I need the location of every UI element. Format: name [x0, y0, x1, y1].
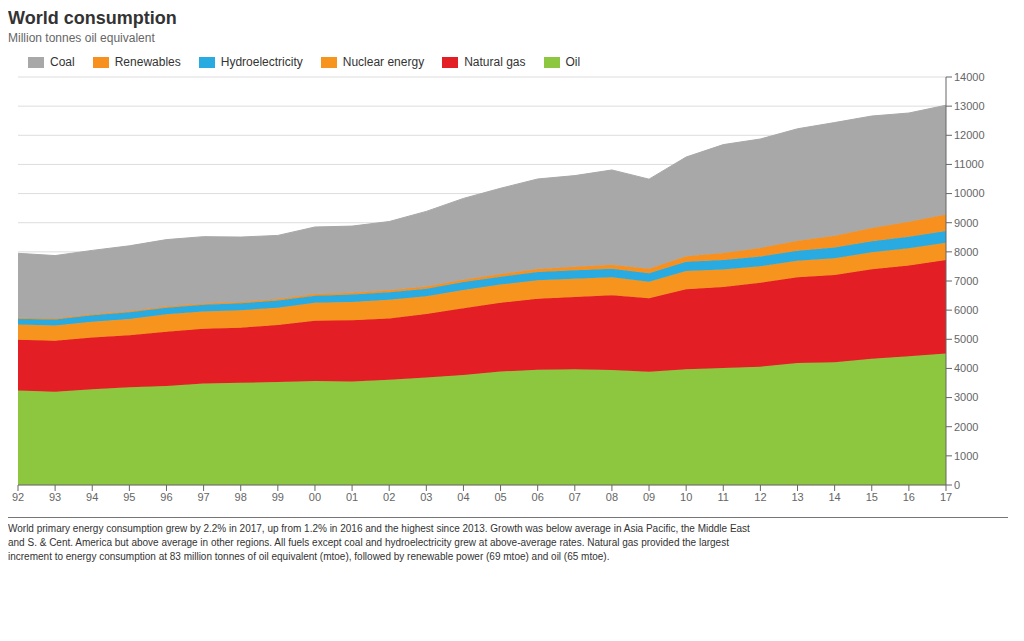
svg-text:07: 07: [569, 491, 581, 503]
svg-text:97: 97: [197, 491, 209, 503]
svg-text:99: 99: [272, 491, 284, 503]
svg-text:98: 98: [235, 491, 247, 503]
svg-text:00: 00: [309, 491, 321, 503]
html-text:Natural gas: Natural gas: [464, 55, 526, 69]
svg-text:0: 0: [954, 479, 960, 491]
svg-text:1000: 1000: [954, 450, 978, 462]
svg-text:09: 09: [643, 491, 655, 503]
html-text:World primary energy consumpti: World primary energy consumption grew by…: [8, 523, 750, 562]
svg-text:10000: 10000: [954, 187, 985, 199]
svg-text:12000: 12000: [954, 129, 985, 141]
svg-text:4000: 4000: [954, 362, 978, 374]
svg-text:96: 96: [160, 491, 172, 503]
svg-text:02: 02: [383, 491, 395, 503]
svg-text:16: 16: [903, 491, 915, 503]
html-text:Coal: Coal: [50, 55, 75, 69]
svg-text:8000: 8000: [954, 246, 978, 258]
svg-text:17: 17: [940, 491, 952, 503]
svg-text:11000: 11000: [954, 158, 984, 170]
svg-text:14: 14: [829, 491, 841, 503]
svg-text:15: 15: [866, 491, 878, 503]
html-text:Nuclear energy: Nuclear energy: [342, 55, 425, 69]
svg-text:9000: 9000: [954, 217, 978, 229]
svg-text:03: 03: [420, 491, 432, 503]
svg-text:95: 95: [123, 491, 135, 503]
svg-text:7000: 7000: [954, 275, 978, 287]
svg-text:94: 94: [86, 491, 98, 503]
svg-text:93: 93: [49, 491, 61, 503]
html-text:World consumption: World consumption: [8, 8, 177, 28]
svg-text:2000: 2000: [954, 421, 978, 433]
svg-text:01: 01: [346, 491, 358, 503]
html-text:Hydroelectricity: Hydroelectricity: [220, 55, 303, 69]
svg-text:92: 92: [12, 491, 24, 503]
svg-text:6000: 6000: [954, 304, 978, 316]
html-text:Oil: Oil: [565, 55, 581, 69]
svg-text:10: 10: [680, 491, 692, 503]
svg-text:13: 13: [791, 491, 803, 503]
svg-text:04: 04: [457, 491, 469, 503]
svg-text:12: 12: [754, 491, 766, 503]
svg-text:06: 06: [532, 491, 544, 503]
svg-text:13000: 13000: [954, 100, 985, 112]
svg-text:3000: 3000: [954, 391, 978, 403]
svg-text:11: 11: [718, 491, 729, 503]
svg-text:08: 08: [606, 491, 618, 503]
svg-text:14000: 14000: [954, 71, 985, 83]
html-text:Million tonnes oil equivalent: Million tonnes oil equivalent: [8, 31, 155, 45]
svg-text:5000: 5000: [954, 333, 978, 345]
html-text:Renewables: Renewables: [114, 55, 181, 69]
svg-text:05: 05: [494, 491, 506, 503]
